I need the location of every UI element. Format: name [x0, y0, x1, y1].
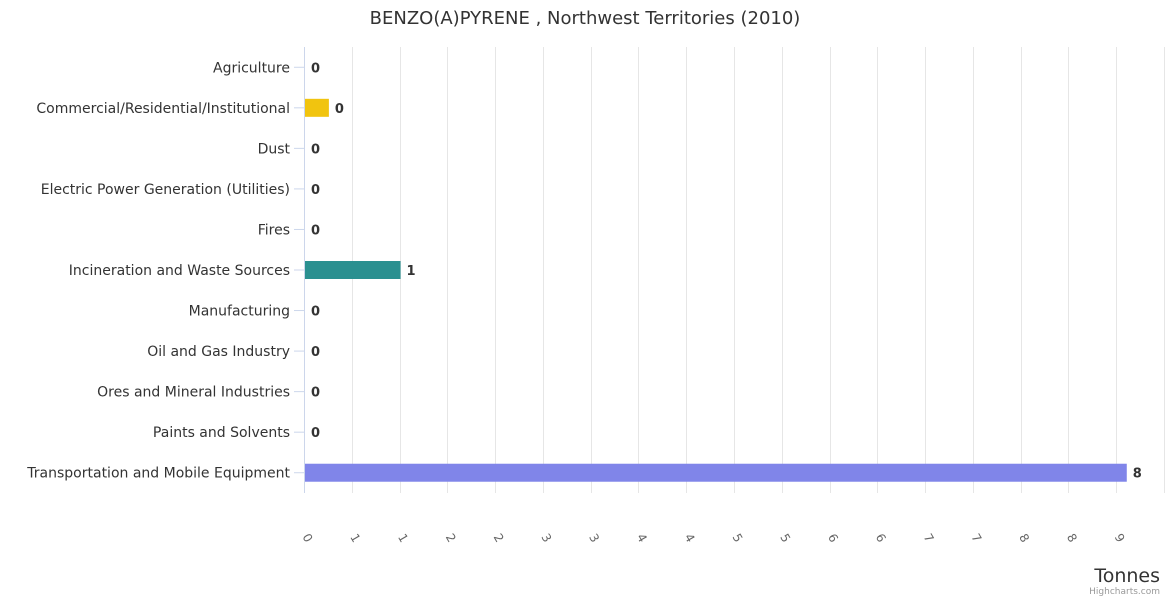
value-tick-label: 5	[729, 531, 745, 545]
category-label: Agriculture	[213, 60, 290, 76]
data-label: 1	[407, 264, 416, 279]
data-label: 0	[311, 386, 320, 401]
bar	[305, 463, 1127, 482]
grid-lines	[304, 47, 1165, 493]
category-label: Transportation and Mobile Equipment	[26, 466, 290, 482]
value-tick-label: 7	[968, 531, 984, 545]
value-tick-label: 3	[586, 531, 602, 545]
value-tick-label: 7	[921, 531, 937, 545]
data-label: 0	[311, 61, 320, 76]
value-tick-label: 9	[1112, 531, 1128, 545]
category-label: Oil and Gas Industry	[147, 344, 290, 360]
category-label: Commercial/Residential/Institutional	[36, 101, 290, 117]
category-label: Fires	[258, 222, 290, 238]
data-label: 0	[335, 102, 344, 117]
value-tick-label: 6	[825, 531, 841, 545]
data-label: 8	[1133, 467, 1142, 482]
value-tick-label: 1	[347, 531, 363, 545]
data-label: 0	[311, 183, 320, 198]
value-tick-label: 3	[538, 531, 554, 545]
value-tick-label: 6	[873, 531, 889, 545]
value-tick-label: 4	[682, 531, 698, 545]
value-tick-label: 0	[299, 531, 315, 545]
bar	[305, 261, 401, 279]
value-tick-label: 2	[443, 531, 459, 545]
value-tick-label: 2	[491, 531, 507, 545]
value-tick-label: 4	[634, 531, 650, 545]
value-tick-label: 8	[1016, 531, 1032, 545]
value-tick-label: 5	[777, 531, 793, 545]
credits-link[interactable]: Highcharts.com	[1089, 587, 1160, 597]
data-label: 0	[311, 345, 320, 360]
value-tick-label: 8	[1064, 531, 1080, 545]
data-label: 0	[311, 142, 320, 157]
value-axis-title: Tonnes	[1093, 565, 1160, 587]
category-label: Manufacturing	[189, 304, 290, 320]
category-label: Incineration and Waste Sources	[69, 263, 290, 279]
bars	[305, 98, 1127, 482]
value-tick-labels: 0 1 1 2 2 3 3 4 4 5 5 6 6 7 7 8 8 9	[299, 531, 1127, 545]
bar	[305, 98, 329, 117]
data-label: 0	[311, 223, 320, 238]
category-label: Ores and Mineral Industries	[97, 385, 290, 401]
category-labels: Agriculture Commercial/Residential/Instit…	[26, 60, 304, 482]
category-label: Paints and Solvents	[153, 425, 290, 441]
data-labels: 0 0 0 0 0 1 0 0 0 0 8	[311, 61, 1142, 481]
value-tick-label: 1	[395, 531, 411, 545]
category-label: Electric Power Generation (Utilities)	[41, 182, 290, 198]
category-label: Dust	[258, 141, 291, 157]
data-label: 0	[311, 305, 320, 320]
chart-title: BENZO(A)PYRENE , Northwest Territories (…	[370, 8, 801, 29]
data-label: 0	[311, 426, 320, 441]
